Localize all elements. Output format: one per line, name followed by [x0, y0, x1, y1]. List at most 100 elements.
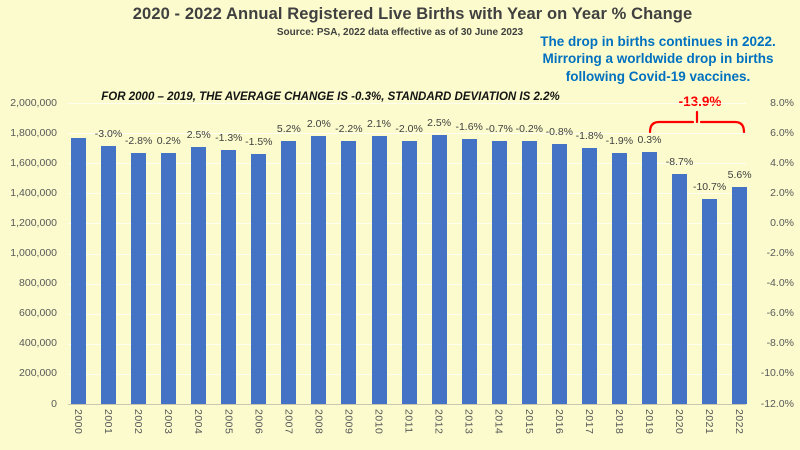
- x-axis-year-label: 2000: [72, 409, 84, 435]
- y-axis-right-tick-label: 6.0%: [770, 126, 794, 139]
- bar: [581, 148, 597, 404]
- y-axis-left-tick-label: 1,600,000: [10, 156, 57, 169]
- x-axis-year-label: 2016: [552, 409, 565, 435]
- y-axis-right-tick-label: -2.0%: [766, 247, 794, 259]
- y-axis-right-tick-label: 0.0%: [770, 216, 794, 229]
- x-axis-year-label: 2008: [312, 409, 325, 435]
- y-axis-right-tick-label: 8.0%: [770, 96, 794, 109]
- bar: [551, 143, 567, 404]
- x-axis-year-label: 2014: [492, 409, 505, 435]
- bar-value-label: -2.0%: [395, 123, 423, 136]
- bar-value-label: -0.8%: [545, 125, 574, 138]
- bar: [131, 153, 147, 404]
- y-axis-left-tick-label: 2,000,000: [10, 96, 57, 109]
- bar-value-label: 2.5%: [186, 128, 211, 141]
- y-axis-right-tick-label: 4.0%: [770, 156, 794, 169]
- x-axis-year-label: 2021: [703, 409, 716, 435]
- y-axis-left-tick-label: 800,000: [19, 277, 57, 290]
- x-axis-year-label: 2001: [102, 409, 114, 435]
- y-axis-left-tick-label: 1,200,000: [10, 216, 57, 229]
- bar: [702, 198, 718, 404]
- x-axis-year-label: 2010: [372, 409, 385, 435]
- x-axis-year-label: 2017: [582, 409, 595, 435]
- x-axis-year-label: 2013: [462, 409, 475, 435]
- y-axis-left-tick-label: 0: [51, 397, 57, 410]
- bar: [732, 187, 748, 404]
- x-axis-year-label: 2002: [132, 409, 145, 435]
- gridline: [68, 133, 746, 135]
- x-axis-year-label: 2018: [612, 409, 625, 435]
- bar-value-label: -2.8%: [124, 135, 153, 148]
- y-axis-left-tick-label: 200,000: [19, 367, 57, 380]
- bar-value-label: 5.2%: [276, 122, 301, 135]
- x-axis-line: [68, 404, 746, 405]
- bar-value-label: -0.2%: [515, 123, 544, 136]
- bar: [341, 141, 357, 404]
- y-axis-right-tick-label: -10.0%: [760, 367, 794, 380]
- bar-value-label: 2.1%: [367, 117, 391, 130]
- chart-title: 2020 - 2022 Annual Registered Live Birth…: [132, 5, 693, 23]
- bar-value-label: -1.6%: [455, 120, 483, 133]
- chart-subtitle: Source: PSA, 2022 data effective as of 3…: [276, 27, 524, 38]
- x-axis-year-label: 2019: [643, 409, 655, 435]
- y-axis-right-tick-label: -12.0%: [760, 397, 794, 410]
- x-axis-year-label: 2022: [733, 409, 746, 435]
- bar: [401, 141, 417, 404]
- bar-value-label: -3.0%: [94, 128, 123, 140]
- x-axis-year-label: 2006: [252, 409, 265, 435]
- x-axis-year-label: 2015: [522, 409, 535, 435]
- bar-value-label: -1.8%: [575, 130, 604, 142]
- y-axis-right-tick-label: -4.0%: [766, 277, 794, 290]
- bar: [611, 153, 627, 404]
- stats-annotation: FOR 2000 – 2019, THE AVERAGE CHANGE IS -…: [101, 91, 560, 103]
- bar: [71, 138, 86, 404]
- x-axis-year-label: 2004: [192, 409, 205, 435]
- x-axis-year-label: 2012: [432, 409, 445, 435]
- y-axis-left-tick-label: 400,000: [19, 337, 57, 350]
- bar: [191, 146, 207, 404]
- bar-value-label: -1.3%: [215, 131, 243, 144]
- note-annotation: The drop in births continues in 2022. Mi…: [516, 33, 800, 85]
- bar: [281, 140, 297, 404]
- bar-value-label: -2.2%: [335, 123, 363, 136]
- bar-value-label: 5.6%: [727, 169, 752, 182]
- note-line-2: Mirroring a worldwide drop in births: [542, 51, 774, 67]
- note-line-3: following Covid-19 vaccines.: [565, 68, 751, 84]
- x-axis-year-label: 2011: [402, 409, 415, 434]
- x-axis-year-label: 2009: [342, 409, 355, 435]
- bar: [672, 173, 687, 404]
- y-axis-left-tick-label: 600,000: [19, 307, 57, 320]
- y-axis-right-tick-label: -8.0%: [766, 337, 794, 350]
- y-axis-right-tick-label: -6.0%: [766, 307, 794, 320]
- bar: [371, 135, 387, 404]
- bar: [221, 149, 237, 404]
- bar-value-label: -1.9%: [605, 135, 634, 147]
- bar: [161, 152, 177, 404]
- bar-value-label: 0.3%: [637, 134, 662, 147]
- x-axis-year-label: 2007: [282, 409, 295, 435]
- y-axis-right-tick-label: 2.0%: [770, 186, 794, 199]
- bar-value-label: 0.2%: [156, 134, 181, 147]
- y-axis-left-tick-label: 1,800,000: [10, 126, 57, 139]
- bar: [461, 138, 477, 404]
- note-line-1: The drop in births continues in 2022.: [540, 34, 776, 49]
- bar-value-label: -10.7%: [692, 180, 727, 193]
- bar: [101, 146, 116, 404]
- bar-value-label: -8.7%: [665, 155, 694, 168]
- bar: [521, 141, 537, 404]
- bracket-path: [648, 110, 746, 134]
- x-axis-year-label: 2020: [673, 409, 685, 435]
- y-axis-left-tick-label: 1,400,000: [10, 186, 57, 199]
- bar-value-label: -1.5%: [245, 135, 273, 148]
- gridline: [68, 103, 746, 104]
- bar-value-label: 2.0%: [306, 117, 331, 130]
- x-axis-year-label: 2003: [162, 409, 175, 435]
- bracket-value-label: -13.9%: [678, 94, 722, 109]
- bar-value-label: 2.5%: [427, 116, 452, 129]
- bar: [491, 140, 507, 404]
- bar: [311, 135, 327, 404]
- x-axis-year-label: 2005: [222, 409, 235, 435]
- bar: [431, 134, 447, 404]
